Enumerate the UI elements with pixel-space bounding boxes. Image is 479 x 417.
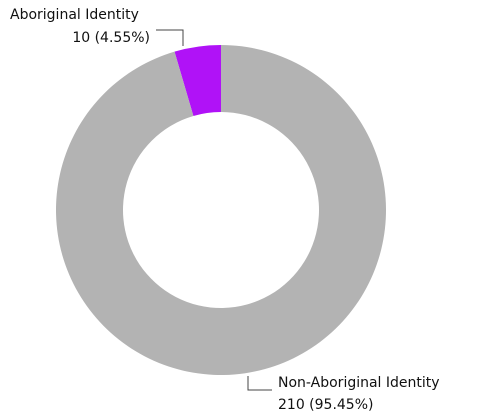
slice-value-label: 210 (95.45%) — [278, 397, 373, 413]
slices — [55, 45, 387, 375]
slice-label: Non-Aboriginal Identity — [278, 375, 440, 391]
leader-line — [247, 376, 272, 391]
donut-slice — [174, 45, 221, 116]
slice-label: Aboriginal Identity — [10, 7, 139, 23]
donut-slice — [55, 45, 387, 375]
slice-value-label: 10 (4.55%) — [72, 30, 150, 46]
leader-line — [156, 29, 184, 46]
